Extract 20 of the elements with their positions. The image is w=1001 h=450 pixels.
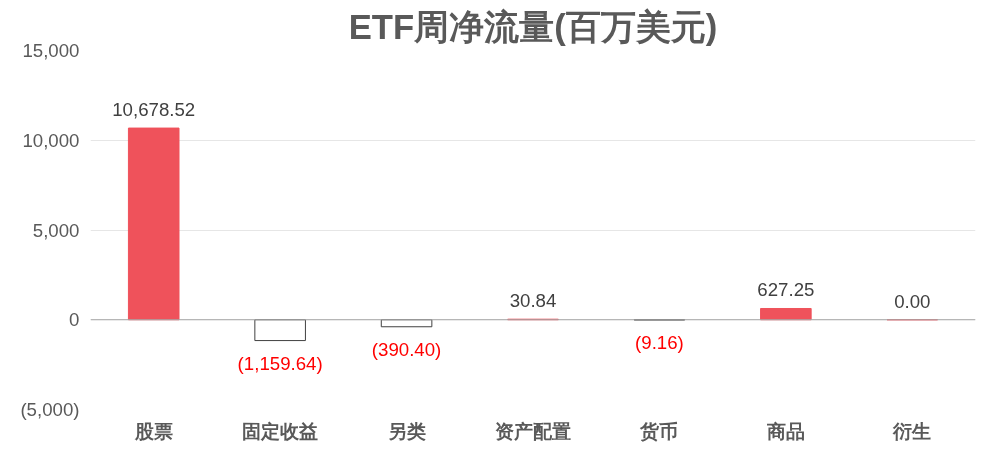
- x-tick-label: 资产配置: [495, 420, 571, 442]
- x-tick-label: 另类: [387, 420, 426, 442]
- x-tick-label: 股票: [133, 420, 173, 442]
- y-tick-label: (5,000): [20, 399, 80, 420]
- y-tick-label: 15,000: [22, 40, 80, 61]
- y-tick-label: 10,000: [22, 129, 80, 151]
- data-label: (1,159.64): [237, 352, 323, 374]
- data-label: 30.84: [509, 290, 557, 312]
- y-tick-label: 5,000: [32, 219, 80, 241]
- data-label: 10,678.52: [112, 99, 196, 121]
- data-label: (390.40): [371, 338, 442, 360]
- x-tick-label: 衍生: [892, 420, 932, 442]
- y-tick-label: 0: [69, 309, 80, 331]
- chart-title: ETF周净流量(百万美元): [348, 7, 718, 46]
- x-tick-label: 货币: [639, 420, 679, 442]
- data-label: (9.16): [635, 331, 684, 353]
- data-label: 0.00: [894, 290, 931, 312]
- x-tick-label: 商品: [765, 420, 805, 442]
- data-label: 627.25: [757, 279, 815, 301]
- x-tick-label: 固定收益: [242, 420, 319, 442]
